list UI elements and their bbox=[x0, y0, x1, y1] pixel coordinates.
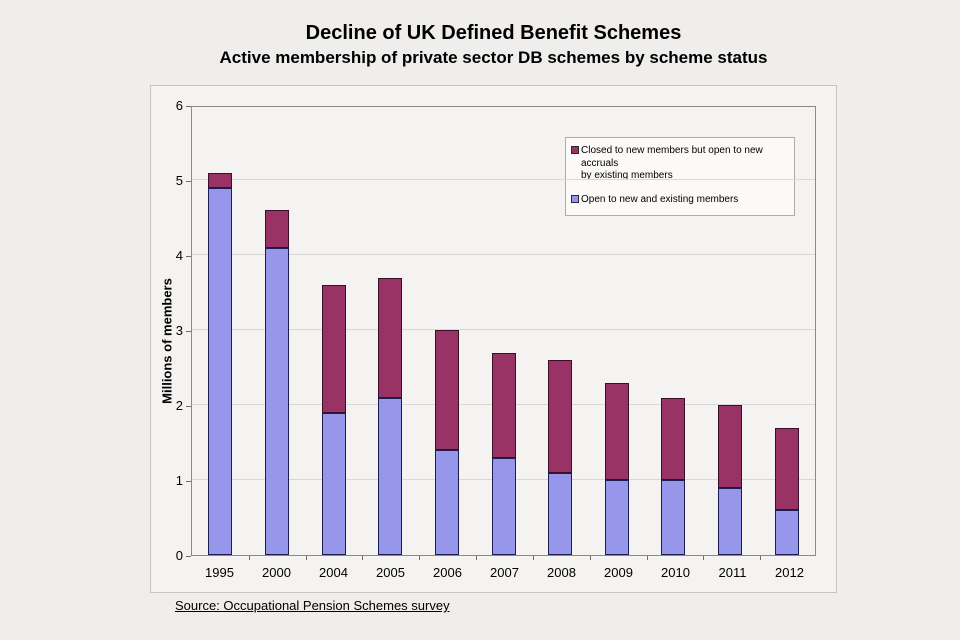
legend-swatch bbox=[571, 194, 579, 203]
bar-segment-closed bbox=[604, 382, 629, 480]
stacked-bar-2000 bbox=[264, 210, 289, 555]
legend-label: Closed to new members but open to new ac… bbox=[581, 145, 763, 181]
y-tick-label: 0 bbox=[175, 548, 183, 563]
x-axis-label: 2008 bbox=[547, 565, 576, 580]
bar-segment-open bbox=[718, 487, 743, 555]
bar-segment-open bbox=[434, 450, 459, 555]
stacked-bar-1995 bbox=[208, 172, 233, 555]
y-tick-label: 3 bbox=[175, 323, 183, 338]
bar-segment-open bbox=[604, 480, 629, 555]
stacked-bar-2006 bbox=[434, 330, 459, 555]
gridline bbox=[192, 179, 815, 180]
bar-segment-closed bbox=[774, 427, 799, 510]
bar-segment-closed bbox=[208, 172, 233, 188]
y-tick-mark bbox=[186, 406, 191, 407]
bar-segment-open bbox=[661, 480, 686, 555]
bar-slot bbox=[305, 107, 362, 555]
bar-slot bbox=[645, 107, 702, 555]
x-axis-label: 2004 bbox=[319, 565, 348, 580]
x-axis-label: 2011 bbox=[718, 565, 747, 580]
stacked-bar-2011 bbox=[718, 405, 743, 555]
y-tick-label: 2 bbox=[175, 398, 183, 413]
bar-slot bbox=[362, 107, 419, 555]
x-axis-label: 2009 bbox=[604, 565, 633, 580]
bar-slot bbox=[475, 107, 532, 555]
y-tick-mark bbox=[186, 106, 191, 107]
x-tick-mark bbox=[646, 556, 648, 560]
bar-segment-closed bbox=[378, 277, 403, 398]
x-tick-mark bbox=[532, 556, 534, 560]
legend-swatch bbox=[571, 146, 579, 154]
x-axis-label: 1995 bbox=[205, 565, 234, 580]
bar-slot bbox=[532, 107, 589, 555]
bar-segment-open bbox=[208, 187, 233, 555]
chart-container: Millions of members Closed to new member… bbox=[150, 85, 837, 593]
y-tick-label: 6 bbox=[175, 98, 183, 113]
x-tick-mark bbox=[248, 556, 250, 560]
bar-segment-closed bbox=[434, 330, 459, 450]
bar-segment-closed bbox=[718, 405, 743, 488]
stacked-bar-2009 bbox=[604, 382, 629, 555]
stacked-bar-2010 bbox=[661, 397, 686, 555]
y-tick-mark bbox=[186, 331, 191, 332]
bar-segment-closed bbox=[264, 210, 289, 248]
bar-segment-open bbox=[548, 472, 573, 555]
x-axis-label: 2010 bbox=[661, 565, 690, 580]
y-tick-mark bbox=[186, 256, 191, 257]
x-axis-label: 2007 bbox=[490, 565, 519, 580]
y-tick-mark bbox=[186, 181, 191, 182]
chart-subtitle: Active membership of private sector DB s… bbox=[219, 48, 768, 67]
x-axis-label: 2012 bbox=[775, 565, 804, 580]
y-tick-label: 1 bbox=[175, 473, 183, 488]
x-axis-label: 2005 bbox=[376, 565, 405, 580]
plot-area: Closed to new members but open to new ac… bbox=[176, 98, 816, 563]
stacked-bar-2008 bbox=[548, 360, 573, 555]
title-block: Decline of UK Defined Benefit Schemes Ac… bbox=[150, 21, 837, 68]
legend: Closed to new members but open to new ac… bbox=[565, 137, 795, 216]
bar-slot bbox=[758, 107, 815, 555]
x-tick-mark bbox=[419, 556, 421, 560]
bar-slot bbox=[702, 107, 759, 555]
x-tick-mark bbox=[760, 556, 762, 560]
y-tick-label: 5 bbox=[175, 173, 183, 188]
x-tick-mark bbox=[476, 556, 478, 560]
gridline bbox=[192, 254, 815, 255]
bar-segment-closed bbox=[661, 397, 686, 480]
gridline bbox=[192, 329, 815, 330]
bar-segment-closed bbox=[548, 360, 573, 473]
stacked-bar-2007 bbox=[491, 352, 516, 555]
x-axis-labels: 1995 2000 2004 2005 2006 2007 2008 2009 2010 2011… bbox=[191, 565, 818, 581]
y-axis-label: Millions of members bbox=[159, 278, 175, 404]
bar-segment-closed bbox=[491, 352, 516, 458]
bar-slot bbox=[249, 107, 306, 555]
chart-title: Decline of UK Defined Benefit Schemes bbox=[305, 22, 682, 44]
bar-segment-open bbox=[321, 412, 346, 555]
bar-segment-open bbox=[378, 397, 403, 555]
bar-segment-open bbox=[774, 510, 799, 555]
bar-slots bbox=[192, 107, 815, 555]
legend-item: Closed to new members but open to new ac… bbox=[570, 145, 790, 183]
stacked-bar-2005 bbox=[378, 277, 403, 555]
x-tick-mark bbox=[589, 556, 591, 560]
x-axis-label: 2006 bbox=[433, 565, 462, 580]
y-tick-label: 4 bbox=[175, 248, 183, 263]
bar-segment-closed bbox=[321, 285, 346, 413]
bar-segment-open bbox=[264, 247, 289, 555]
x-tick-mark bbox=[305, 556, 307, 560]
x-tick-mark bbox=[362, 556, 364, 560]
legend-label: Open to new and existing members bbox=[581, 193, 739, 205]
y-tick-mark bbox=[186, 481, 191, 482]
bar-slot bbox=[419, 107, 476, 555]
legend-item: Open to new and existing members bbox=[570, 194, 790, 207]
x-axis-label: 2000 bbox=[262, 565, 291, 580]
stacked-bar-2004 bbox=[321, 285, 346, 555]
bar-slot bbox=[588, 107, 645, 555]
y-tick-mark bbox=[186, 556, 191, 557]
bar-slot bbox=[192, 107, 249, 555]
bar-segment-open bbox=[491, 457, 516, 555]
stacked-bar-2012 bbox=[774, 427, 799, 555]
x-tick-mark bbox=[703, 556, 705, 560]
source-note: Source: Occupational Pension Schemes sur… bbox=[175, 598, 450, 613]
